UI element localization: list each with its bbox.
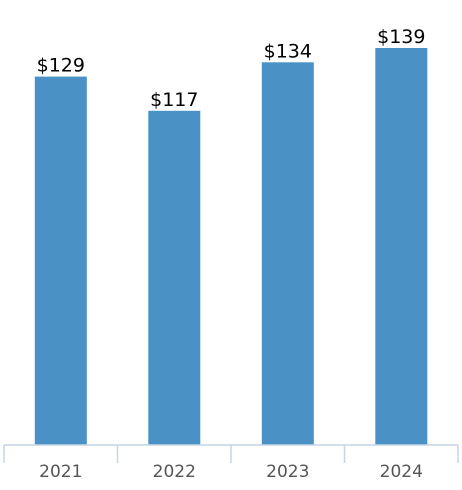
- x-tick-label-2023: 2023: [266, 462, 309, 482]
- data-label-2023: $134: [264, 40, 312, 62]
- data-labels-group: $129 $117 $134 $139: [37, 26, 426, 111]
- data-label-2024: $139: [377, 26, 425, 48]
- data-label-2021: $129: [37, 55, 85, 77]
- x-ticks-group: 2021 2022 2023 2024: [3, 445, 459, 482]
- bar-2021: [34, 76, 87, 445]
- bar-2023: [261, 62, 314, 446]
- x-tick-label-2022: 2022: [153, 462, 196, 482]
- bar-2022: [148, 110, 201, 446]
- bar-2024: [375, 48, 428, 445]
- bars-group: [34, 48, 428, 446]
- x-tick-label-2024: 2024: [380, 462, 423, 482]
- x-tick-label-2021: 2021: [39, 462, 82, 482]
- data-label-2022: $117: [150, 89, 198, 111]
